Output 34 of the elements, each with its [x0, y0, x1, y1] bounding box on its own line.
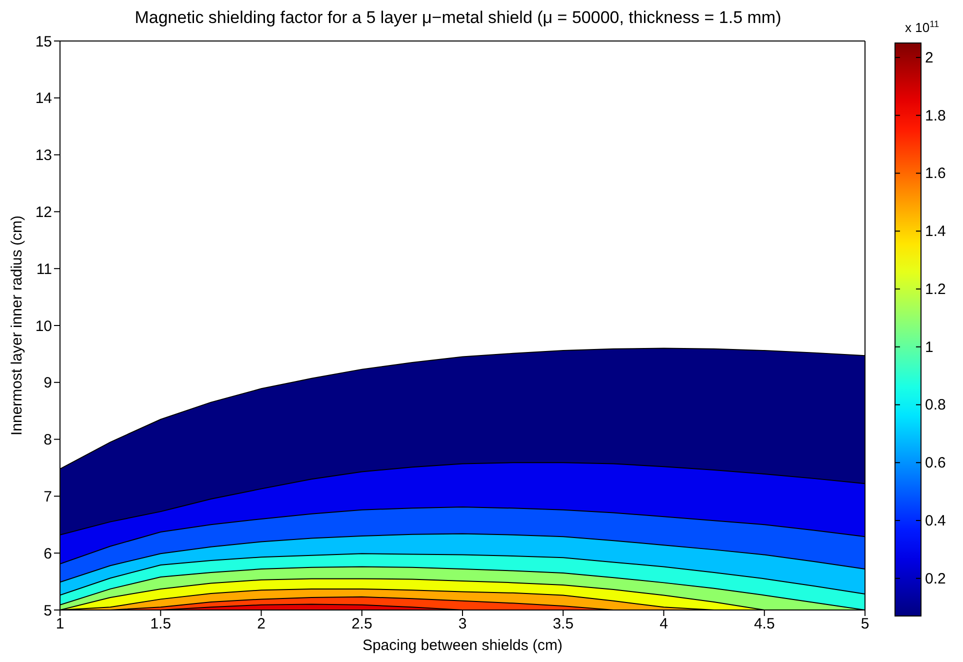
x-tick-label: 4: [660, 616, 668, 633]
x-tick-label: 5: [860, 616, 870, 633]
y-tick-label: 15: [35, 33, 52, 50]
x-tick-label: 4.5: [754, 616, 775, 633]
x-tick-label: 3.5: [552, 616, 574, 633]
color-bar-label: 1.8: [925, 107, 946, 124]
y-tick-label: 12: [35, 204, 52, 222]
y-tick-label: 5: [44, 602, 52, 620]
x-tick-label: 2: [257, 616, 266, 633]
y-tick-label: 9: [44, 374, 52, 392]
x-tick-label: 1: [56, 616, 64, 633]
color-bar-label: 0.2: [925, 570, 946, 588]
color-bar-label: 1.2: [925, 280, 946, 298]
color-bar-label: 1.6: [925, 165, 946, 182]
y-tick-label: 7: [44, 488, 52, 506]
color-bar-label: 0.6: [925, 454, 946, 472]
color-bar-label: 2: [925, 49, 934, 66]
x-tick-label: 1.5: [150, 616, 172, 633]
color-bar-label: 0.8: [925, 396, 946, 414]
color-bar-label: 1: [925, 338, 934, 356]
chart-title: Magnetic shielding factor for a 5 layer μ−metal shield (μ = 50000, thickness = 1.5 mm): [134, 8, 782, 27]
y-tick-label: 8: [44, 432, 52, 449]
x-axis-title: Spacing between shields (cm): [362, 637, 563, 654]
y-tick-label: 14: [35, 90, 52, 108]
color-bar-label: 1.4: [925, 223, 946, 240]
color-bar-title: x 10$^{11}$: [905, 19, 940, 35]
y-tick-label: 13: [35, 147, 52, 164]
color-bar-label: 0.4: [925, 512, 946, 530]
y-axis-title: Innermost layer inner radius (cm): [8, 215, 26, 436]
x-tick-label: 3: [458, 616, 467, 633]
y-tick-label: 11: [36, 260, 52, 278]
x-tick-label: 2.5: [351, 616, 372, 633]
y-tick-label: 10: [35, 318, 52, 335]
y-tick-label: 6: [44, 545, 52, 562]
